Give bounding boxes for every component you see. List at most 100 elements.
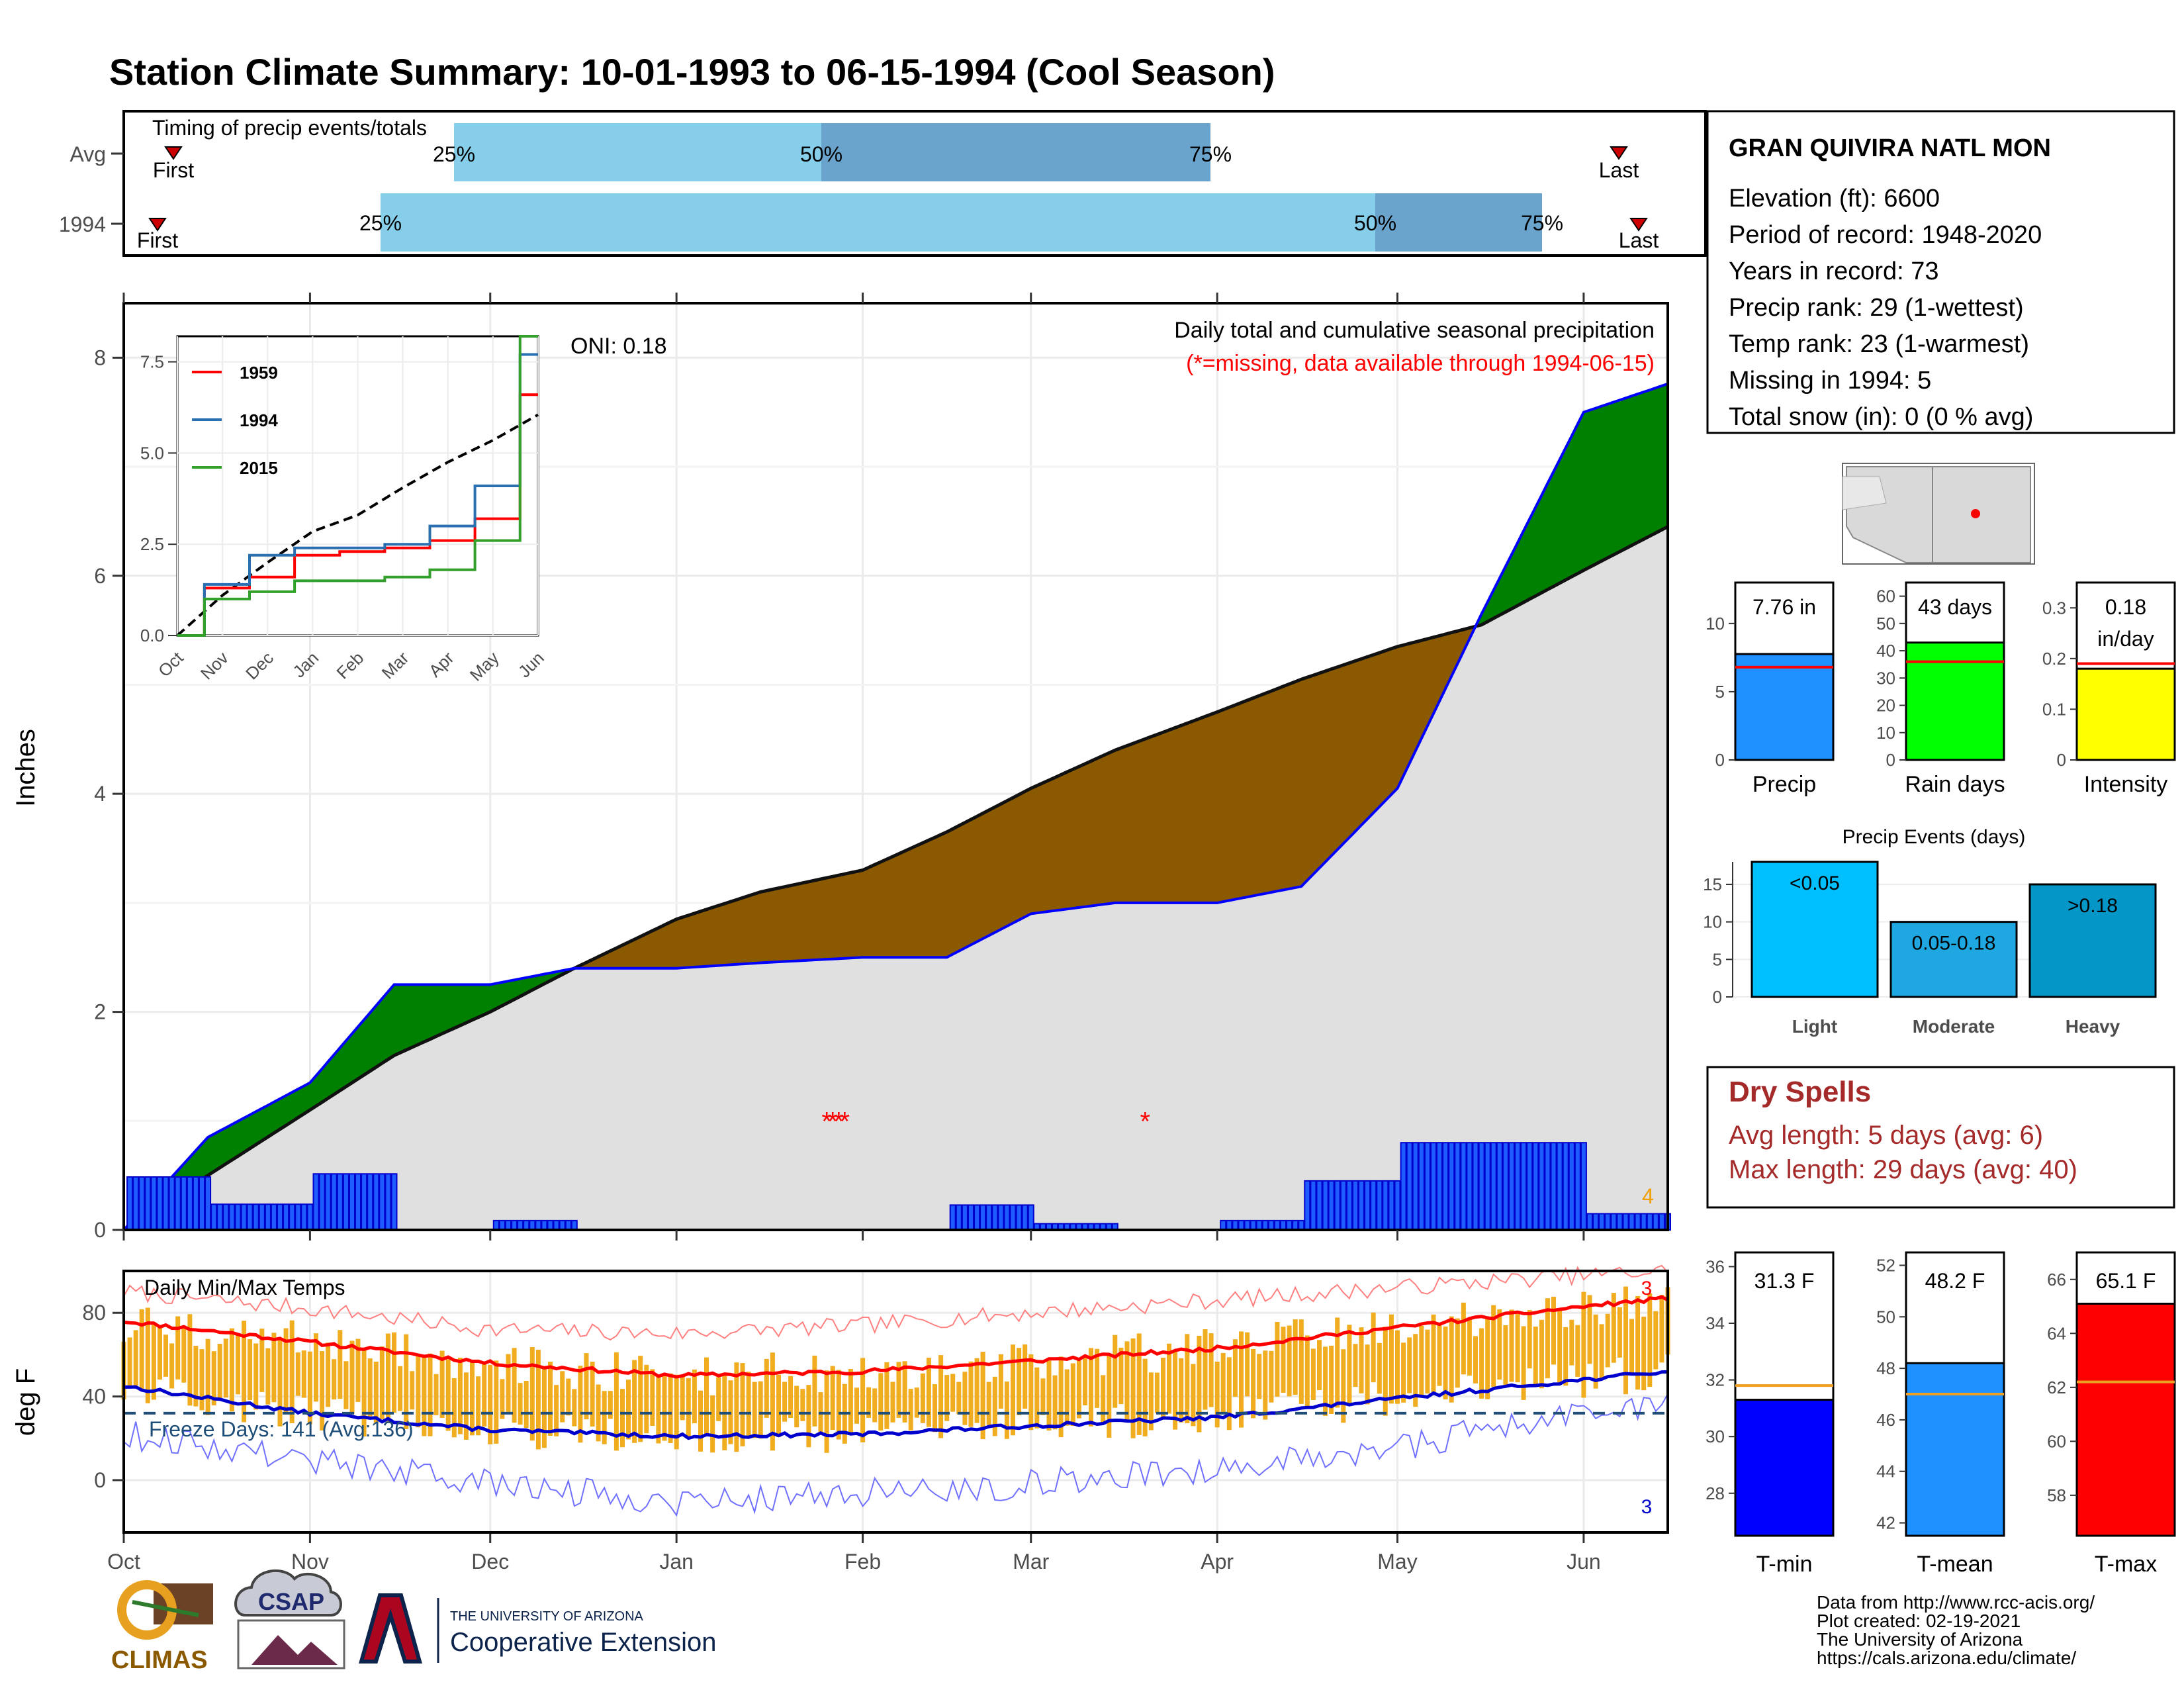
daily-temp-bar <box>1491 1305 1496 1387</box>
temp-summary-label: T-min <box>1756 1552 1813 1577</box>
last-label-1994: Last <box>1619 228 1659 252</box>
daily-precip-bar <box>1376 1180 1383 1231</box>
daily-temp-bar <box>1226 1357 1232 1430</box>
daily-temp-bar <box>1545 1298 1550 1379</box>
daily-temp-bar <box>788 1376 794 1418</box>
daily-precip-bar <box>1358 1180 1365 1231</box>
temp-summary-tick: 44 <box>1876 1462 1895 1481</box>
daily-precip-bar <box>1340 1180 1347 1231</box>
daily-temp-bar <box>920 1373 925 1423</box>
daily-temp-bar <box>1040 1378 1046 1415</box>
daily-precip-bar <box>517 1219 524 1231</box>
daily-temp-bar <box>656 1376 661 1444</box>
daily-precip-bar <box>1478 1142 1485 1231</box>
daily-precip-bar <box>1580 1142 1587 1231</box>
daily-temp-bar <box>680 1376 685 1421</box>
daily-precip-bar <box>1610 1213 1617 1231</box>
daily-temp-bar <box>1485 1317 1490 1399</box>
daily-precip-bar <box>1382 1180 1389 1231</box>
summary-bar-Intensity <box>2075 667 2176 761</box>
daily-precip-bar <box>985 1204 993 1231</box>
daily-precip-bar <box>1532 1142 1539 1231</box>
daily-precip-bar <box>1508 1142 1515 1231</box>
daily-precip-bar <box>1502 1142 1509 1231</box>
daily-temp-bar <box>1353 1344 1358 1387</box>
daily-precip-bar <box>126 1176 134 1231</box>
daily-temp-bar <box>470 1360 475 1436</box>
inset-y-tick: 2.5 <box>140 534 164 554</box>
summary-value: 0.18 <box>2105 595 2146 619</box>
daily-temp-bar <box>1437 1323 1442 1386</box>
daily-precip-bar <box>1466 1142 1473 1231</box>
temp-summary-tick: 32 <box>1706 1370 1725 1390</box>
daily-temp-bar <box>398 1366 403 1411</box>
daily-precip-bar <box>150 1176 158 1231</box>
daily-precip-bar <box>1298 1219 1305 1231</box>
daily-temp-bar <box>307 1351 312 1425</box>
daily-precip-bar <box>1496 1142 1503 1231</box>
climas-wordmark: CLIMAS <box>111 1646 208 1674</box>
daily-precip-bar <box>1484 1142 1491 1231</box>
daily-temp-bar <box>1197 1335 1202 1432</box>
daily-temp-bar <box>361 1349 367 1436</box>
daily-temp-bar <box>1635 1295 1641 1390</box>
daily-temp-bar <box>445 1359 451 1431</box>
chart-subtitle: Daily total and cumulative seasonal prec… <box>1174 318 1655 343</box>
daily-temp-bar <box>668 1373 673 1443</box>
station-line-period: Period of record: 1948-2020 <box>1729 221 2042 249</box>
daily-precip-bar <box>1574 1142 1581 1231</box>
daily-temp-bar <box>1113 1335 1118 1408</box>
daily-precip-bar <box>974 1204 981 1231</box>
temp-y-tick: 40 <box>82 1385 106 1409</box>
daily-precip-bar <box>1027 1204 1034 1231</box>
events-bar-label: <0.05 <box>1790 872 1840 894</box>
station-name: GRAN QUIVIRA NATL MON <box>1729 134 2051 162</box>
daily-temp-bar <box>1641 1317 1647 1391</box>
y-tick-label: 8 <box>94 346 106 369</box>
daily-precip-bar <box>1586 1213 1593 1231</box>
daily-temp-bar <box>326 1342 331 1407</box>
summary-tick: 0 <box>1715 750 1725 770</box>
daily-precip-bar <box>1628 1213 1635 1231</box>
daily-temp-bar <box>764 1358 769 1418</box>
daily-temp-bar <box>1575 1325 1580 1377</box>
daily-precip-bar <box>1394 1180 1401 1231</box>
last-marker-1994 <box>1629 218 1648 232</box>
daily-temp-bar <box>1383 1327 1388 1416</box>
daily-precip-bar <box>1280 1219 1287 1231</box>
daily-temp-bar <box>439 1350 445 1418</box>
temp-summary-bars: 28 30 32 34 36 31.3 F T-min 42 44 46 48 50 52 48.2 F T… <box>1706 1251 2176 1577</box>
summary-tick: 0.3 <box>2042 598 2066 618</box>
daily-temp-bar <box>566 1378 571 1416</box>
record-min-count: 3 <box>1641 1496 1653 1518</box>
daily-temp-bar <box>163 1335 168 1377</box>
daily-precip-bar <box>330 1173 338 1231</box>
daily-precip-bar <box>1556 1142 1563 1231</box>
daily-precip-bar <box>1490 1142 1497 1231</box>
daily-precip-bar <box>1658 1213 1665 1231</box>
daily-temp-bar <box>169 1343 175 1389</box>
daily-temp-bar <box>902 1361 907 1423</box>
daily-temp-bar <box>428 1353 433 1436</box>
x-tick-month: Apr <box>1201 1550 1234 1573</box>
inset-legend-1994: 1994 <box>240 410 278 430</box>
daily-temp-bar <box>1461 1302 1466 1375</box>
daily-temp-bar <box>632 1360 637 1443</box>
daily-temp-bar <box>1617 1307 1622 1358</box>
daily-temp-bar <box>746 1372 751 1436</box>
daily-precip-bar <box>349 1173 355 1231</box>
daily-temp-bar <box>367 1358 373 1417</box>
summary-label: Precip <box>1752 772 1816 797</box>
temp-y-tick: 0 <box>94 1468 106 1492</box>
daily-temp-bar <box>181 1325 187 1383</box>
summary-value: 7.76 in <box>1752 595 1816 619</box>
first-marker-1994 <box>148 218 167 232</box>
dry-spells-title: Dry Spells <box>1729 1076 1871 1108</box>
avg-p75-label: 75% <box>1189 142 1232 166</box>
daily-precip-bar <box>1592 1213 1600 1231</box>
daily-temp-bar <box>1089 1348 1093 1427</box>
daily-temp-bar <box>541 1368 547 1448</box>
daily-precip-bar <box>1250 1219 1257 1231</box>
